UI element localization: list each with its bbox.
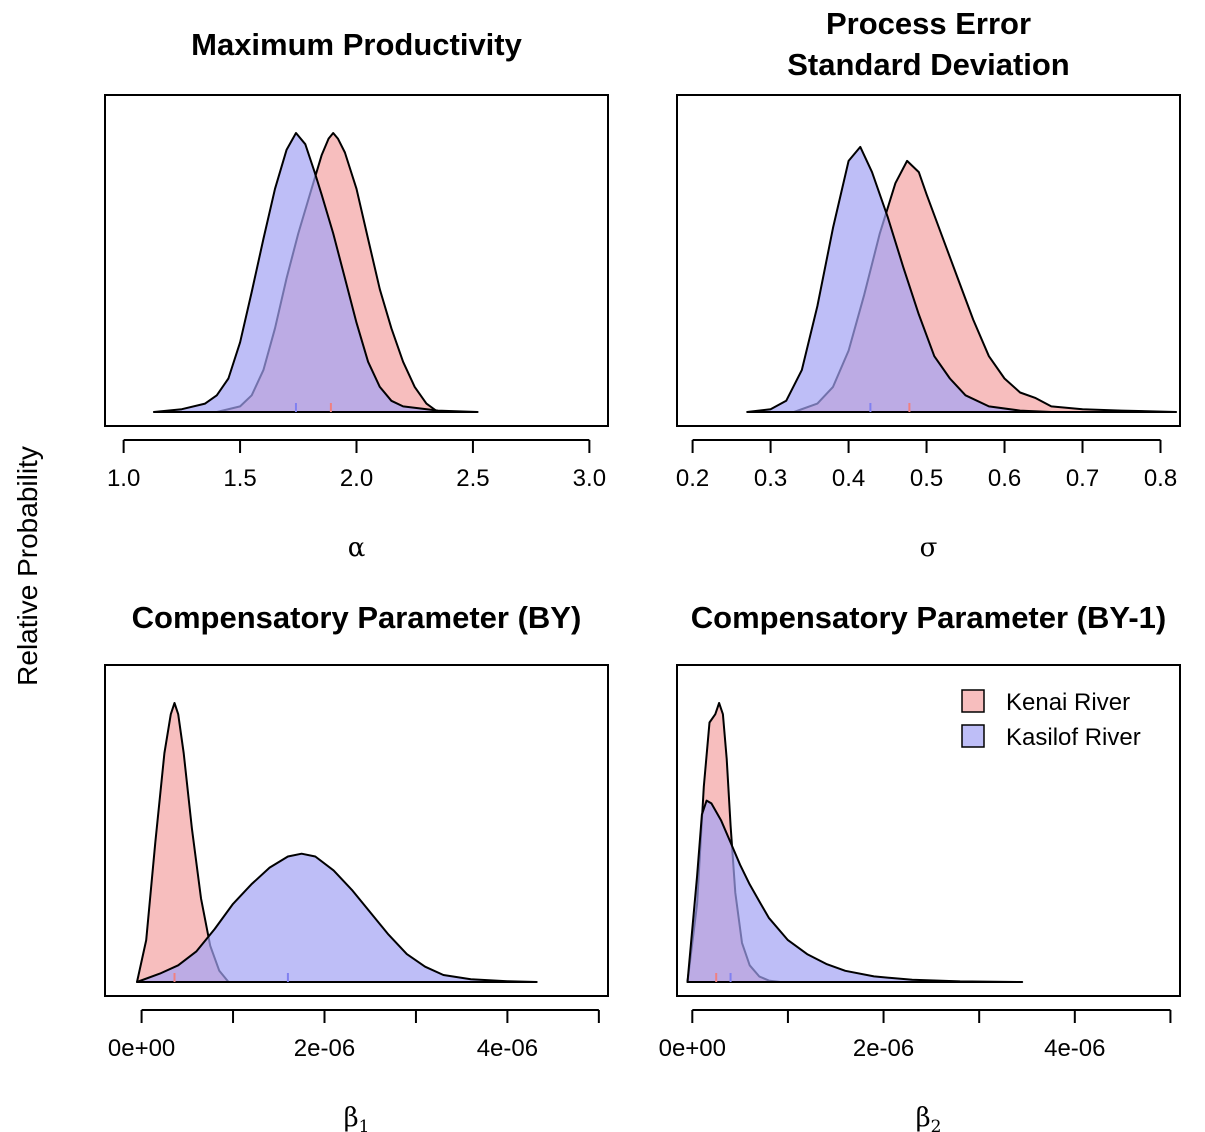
x-tick-label: 0.3 xyxy=(754,465,787,492)
legend-swatch-kenai xyxy=(961,689,985,713)
plot-frame xyxy=(676,94,1181,427)
y-axis-label: Relative Probability xyxy=(12,446,43,686)
x-tick-label: 4e-06 xyxy=(1044,1035,1105,1062)
x-tick-label: 0.4 xyxy=(832,465,865,492)
legend-swatch-kasilof xyxy=(961,724,985,748)
chart-panel-3: Compensatory Parameter (BY) 0e+00 2e-06 4e-… xyxy=(104,600,609,1132)
legend: Kenai River Kasilof River xyxy=(961,689,1141,751)
x-tick-label: 2.5 xyxy=(456,465,489,492)
x-tick-label: 0.7 xyxy=(1066,465,1099,492)
x-axis-label: α xyxy=(348,533,366,563)
x-axis-label: β2 xyxy=(916,1103,942,1132)
legend-label-kasilof: Kasilof River xyxy=(1006,724,1141,751)
kasilof-density-area xyxy=(152,132,479,413)
plot-frame xyxy=(104,664,609,997)
kasilof-density-area xyxy=(136,852,538,983)
x-tick-label: 0.2 xyxy=(676,465,709,492)
x-tick-label: 0e+00 xyxy=(659,1035,726,1062)
legend-label-kenai: Kenai River xyxy=(1006,689,1130,716)
chart-title: Compensatory Parameter (BY) xyxy=(132,600,582,635)
x-tick-label: 1.5 xyxy=(223,465,256,492)
x-tick-label: 0.8 xyxy=(1144,465,1177,492)
x-tick-label: 0.5 xyxy=(910,465,943,492)
x-tick-label: 3.0 xyxy=(573,465,606,492)
x-axis-label: β1 xyxy=(344,1103,370,1132)
chart-title-line-1: Process Error xyxy=(826,6,1031,41)
kasilof-density-area xyxy=(746,145,1053,413)
x-tick-label: 2.0 xyxy=(340,465,373,492)
chart-title-line-2: Standard Deviation xyxy=(787,47,1070,82)
plot-frame xyxy=(104,94,609,427)
x-tick-label: 0e+00 xyxy=(108,1035,175,1062)
chart-panel-1: Maximum Productivity 1.0 1.5 2.0 2.5 3.0 α xyxy=(104,27,609,563)
x-tick-label: 2e-06 xyxy=(294,1035,355,1062)
chart-title: Compensatory Parameter (BY-1) xyxy=(691,600,1167,635)
x-tick-label: 2e-06 xyxy=(853,1035,914,1062)
chart-panel-4: Compensatory Parameter (BY-1) 0e+00 2e-06 4… xyxy=(659,600,1181,1132)
x-axis-label: σ xyxy=(920,533,938,563)
panels: Maximum Productivity 1.0 1.5 2.0 2.5 3.0 α Proc… xyxy=(104,6,1181,1132)
chart-title: Maximum Productivity xyxy=(191,27,522,62)
x-tick-label: 4e-06 xyxy=(477,1035,538,1062)
plot-frame xyxy=(676,664,1181,997)
kasilof-density-area xyxy=(686,799,1024,983)
x-tick-label: 1.0 xyxy=(107,465,140,492)
chart-panel-2: Process Error Standard Deviation 0.2 0.3 0.4… xyxy=(676,6,1181,563)
x-tick-label: 0.6 xyxy=(988,465,1021,492)
